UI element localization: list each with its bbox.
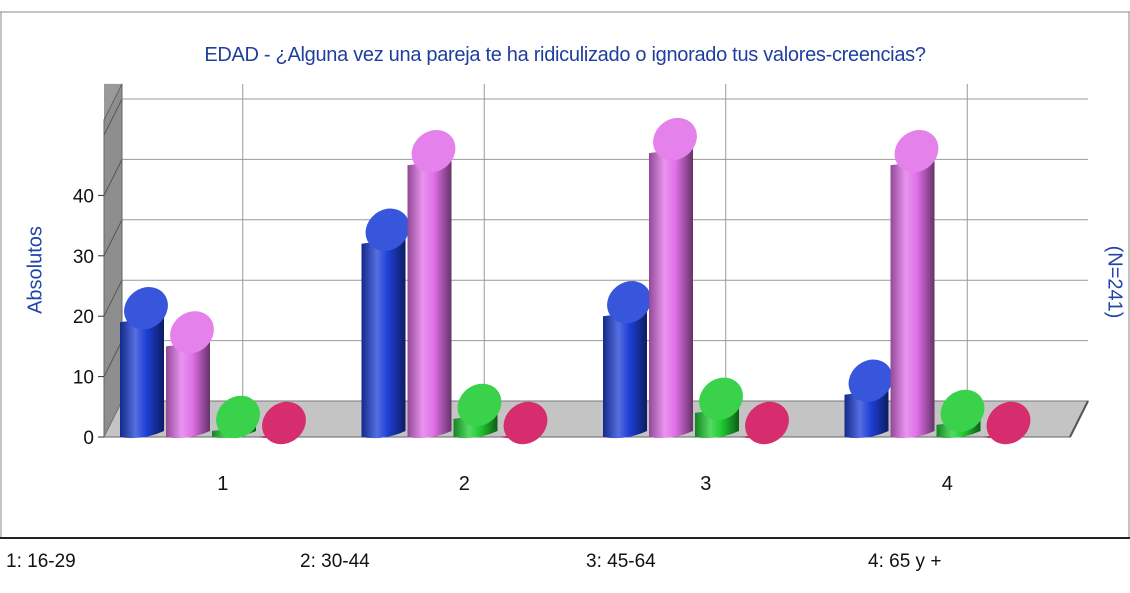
gridline-wall: [103, 98, 123, 136]
bar-body: [361, 237, 406, 439]
bar-cap: [216, 395, 260, 439]
bar-cap: [365, 208, 410, 251]
x-tick-label: 2: [459, 473, 470, 495]
bar-cap: [262, 401, 306, 445]
floor-edge: [1069, 400, 1089, 438]
bar-body: [407, 159, 452, 439]
bar: [499, 401, 548, 445]
bar: [695, 377, 743, 439]
legend-item: 2: 30-44: [300, 551, 370, 572]
bar-cap: [503, 401, 548, 445]
bar: [258, 401, 306, 445]
x-tick-label: 3: [700, 473, 711, 495]
bar-body: [603, 310, 647, 439]
bar-cap: [124, 287, 168, 330]
bar-cap: [411, 130, 456, 173]
bar: [407, 130, 456, 439]
bar-cap: [940, 389, 985, 433]
bar-cap: [894, 130, 939, 173]
chart-title: EDAD - ¿Alguna vez una pareja te ha ridi…: [204, 44, 926, 66]
y-tick-label: 20: [73, 307, 94, 328]
bar: [603, 281, 651, 439]
bar: [212, 395, 260, 439]
bar-cap: [848, 359, 893, 402]
x-tick-label: 4: [942, 473, 953, 495]
bar-cap: [457, 383, 502, 427]
bar-cap: [699, 377, 743, 421]
bar: [120, 287, 168, 439]
gridline-wall: [103, 219, 123, 257]
bar-body: [166, 340, 210, 439]
bar: [982, 401, 1031, 445]
bar: [890, 130, 939, 439]
bar-cap: [607, 281, 651, 324]
legend-divider: [0, 537, 1130, 539]
bar: [166, 311, 214, 439]
gridline-wall: [103, 279, 123, 317]
bar-cap: [745, 401, 789, 445]
bar: [649, 117, 697, 439]
bar-cap: [170, 311, 214, 354]
bar: [453, 383, 502, 439]
bar-cap: [653, 117, 697, 161]
bar: [361, 208, 410, 439]
y-tick-label: 40: [73, 186, 94, 207]
legend-item: 4: 65 y +: [868, 551, 942, 572]
bar-cap: [986, 401, 1031, 445]
left-wall-face: [103, 83, 123, 438]
bar: [741, 401, 789, 445]
bar-body: [890, 159, 935, 439]
legend-item: 1: 16-29: [6, 551, 76, 572]
gridline-wall: [103, 340, 123, 377]
bar: [936, 389, 985, 439]
y-tick-label: 30: [73, 247, 94, 268]
y-tick-label: 0: [83, 428, 94, 449]
legend-item: 3: 45-64: [586, 551, 656, 572]
bar: [844, 359, 893, 439]
gridline-wall: [103, 159, 123, 196]
y-tick-label: 10: [73, 368, 94, 389]
bar-body: [844, 388, 889, 439]
bar-body: [649, 147, 693, 439]
bar-body: [120, 316, 164, 439]
sample-size-label: (N=241): [1103, 245, 1126, 319]
y-axis-label: Absolutos: [24, 226, 47, 314]
x-tick-label: 1: [217, 473, 228, 495]
